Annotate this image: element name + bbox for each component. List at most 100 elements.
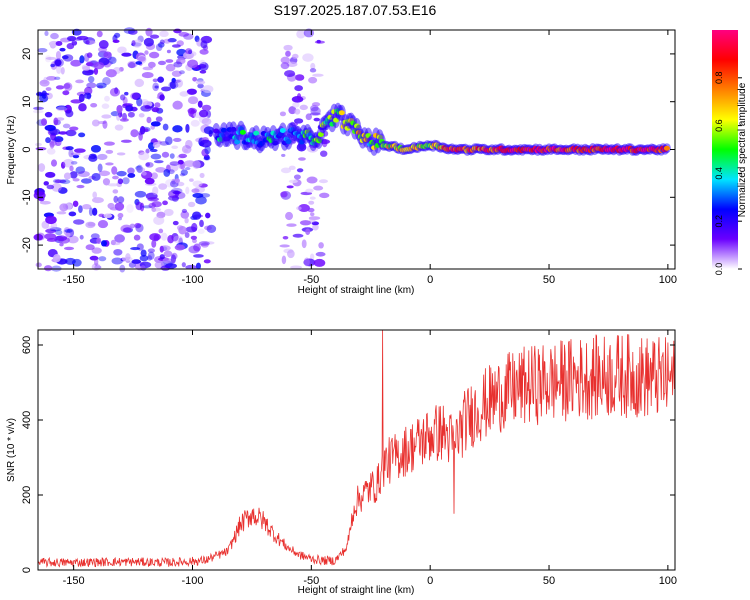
spectrogram-noise-blob [127,111,135,118]
spectrogram-noise-blob [305,113,312,121]
spectrogram-noise-blob [313,185,324,191]
spectrogram-noise-blob [112,175,119,180]
spectrogram-ridge-cell [663,145,670,151]
spectrogram-noise-blob [181,262,186,268]
spectrogram-noise-blob [54,59,62,67]
spectrogram-noise-blob [309,253,315,260]
spectrogram-noise-blob [111,166,118,175]
spectrogram-noise-blob [191,188,200,194]
spectrogram-y-tick-label: -10 [21,189,33,205]
spectrogram-noise-blob [79,55,85,64]
spectrogram-noise-layer [32,27,331,273]
spectrogram-noise-blob [193,243,201,252]
spectrogram-noise-blob [305,228,311,235]
spectrogram-noise-blob [114,202,125,211]
spectrogram-noise-blob [286,223,297,227]
spectrogram-noise-blob [137,56,146,62]
spectrogram-noise-blob [98,256,107,262]
spectrogram-noise-blob [127,29,138,35]
spectrogram-noise-blob [110,111,120,117]
spectrogram-noise-blob [303,257,310,267]
spectrogram-noise-blob [203,126,215,135]
spectrogram-noise-blob [187,59,199,69]
snr-plot-area [38,330,675,570]
spectrogram-noise-blob [125,253,131,261]
spectrogram-noise-blob [204,225,212,231]
colorbar-label: Normalized spectral amplitude [737,82,748,217]
spectrogram-noise-blob [151,239,157,248]
spectrogram-noise-blob [144,177,155,185]
spectrogram-noise-blob [203,259,211,264]
spectrogram-noise-blob [319,192,330,199]
spectrogram-noise-blob [116,170,127,177]
spectrogram-noise-blob [96,30,103,38]
spectrogram-noise-blob [194,35,200,43]
spectrogram-noise-blob [283,248,294,254]
spectrogram-noise-blob [185,48,193,55]
spectrogram-noise-blob [185,123,190,133]
spectrogram-noise-blob [306,176,318,184]
spectrogram-noise-blob [98,170,111,177]
spectrogram-noise-blob [64,257,76,265]
spectrogram-noise-blob [165,179,176,188]
spectrogram-noise-blob [131,40,136,47]
spectrogram-noise-blob [92,207,98,216]
spectrogram-noise-blob [77,170,90,178]
spectrogram-noise-blob [108,56,117,65]
spectrogram-noise-blob [192,180,203,188]
spectrogram-noise-blob [109,87,120,97]
spectrogram-noise-blob [93,61,105,70]
spectrogram-noise-blob [197,83,204,89]
spectrogram-noise-blob [127,173,136,178]
spectrogram-noise-blob [296,206,302,211]
spectrogram-noise-blob [134,78,145,88]
spectrogram-noise-blob [146,116,152,124]
spectrogram-noise-blob [153,160,164,164]
spectrogram-noise-blob [149,233,161,241]
spectrogram-noise-blob [87,222,96,227]
spectrogram-noise-blob [55,105,68,111]
spectrogram-noise-blob [122,227,132,233]
spectrogram-noise-blob [78,205,83,213]
spectrogram-noise-blob [117,196,125,204]
spectrogram-noise-blob [169,153,175,159]
snr-x-tick-label: 50 [543,575,555,587]
spectrogram-noise-blob [102,120,108,129]
spectrogram-noise-blob [91,172,101,181]
colorbar-tick-label: 0.8 [714,72,724,85]
spectrogram-noise-blob [140,249,147,257]
spectrogram-noise-blob [171,145,179,149]
spectrogram-noise-blob [61,55,69,60]
spectrogram-noise-blob [130,129,139,138]
spectrogram-noise-blob [111,257,123,265]
spectrogram-noise-blob [75,166,86,174]
spectrogram-noise-blob [159,39,165,45]
spectrogram-noise-blob [91,247,102,254]
spectrogram-noise-blob [117,212,124,219]
spectrogram-noise-blob [72,219,85,225]
spectrogram-noise-blob [305,188,314,193]
spectrogram-noise-blob [78,103,87,112]
spectrogram-noise-blob [90,145,101,153]
spectrogram-noise-blob [133,234,141,241]
spectrogram-noise-blob [299,220,312,226]
spectrogram-noise-blob [302,53,314,62]
spectrogram-noise-blob [69,171,78,179]
spectrogram-noise-blob [117,178,124,185]
spectrogram-noise-blob [97,120,107,125]
spectrogram-noise-blob [294,85,303,92]
spectrogram-noise-blob [160,232,168,241]
spectrogram-noise-blob [100,240,108,247]
spectrogram-noise-blob [197,228,205,234]
spectrogram-noise-blob [50,32,59,40]
spectrogram-noise-blob [139,254,149,262]
spectrogram-noise-blob [292,53,299,59]
spectrogram-noise-blob [63,172,72,180]
spectrogram-noise-blob [179,70,185,75]
spectrogram-ridge-cell [279,128,286,134]
spectrogram-noise-blob [159,94,165,101]
spectrogram-noise-blob [201,104,212,111]
spectrogram-noise-blob [134,190,147,198]
